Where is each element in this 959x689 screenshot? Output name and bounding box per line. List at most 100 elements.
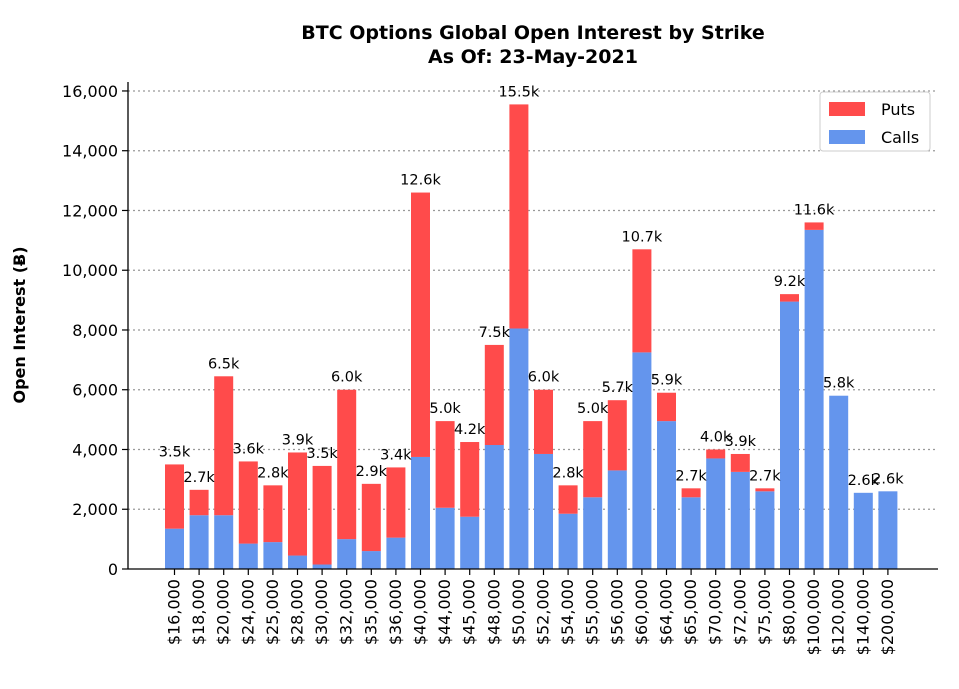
data-label-total: 3.5k bbox=[306, 446, 338, 462]
bar-puts bbox=[804, 222, 824, 230]
bar-calls bbox=[312, 564, 332, 569]
x-tick-label: $65,000 bbox=[681, 579, 700, 645]
axes-layer: 0 2,000 4,000 6,000 8,000 10,000 12,000 14,000 1… bbox=[62, 82, 938, 655]
bar-calls bbox=[361, 551, 381, 569]
bar-puts bbox=[214, 376, 234, 516]
data-label-total: 6.0k bbox=[331, 370, 363, 386]
bar-calls bbox=[484, 445, 504, 569]
y-tick-label: 6,000 bbox=[72, 381, 118, 400]
x-tick-label: $30,000 bbox=[312, 579, 331, 645]
bar-puts bbox=[484, 344, 504, 446]
bar-puts bbox=[386, 467, 406, 538]
data-label-total: 6.0k bbox=[528, 370, 560, 386]
bar-puts bbox=[189, 489, 209, 516]
bar-calls bbox=[263, 542, 283, 569]
data-label-total: 2.6k bbox=[848, 473, 880, 489]
x-tick-label: $32,000 bbox=[337, 579, 356, 645]
bar-calls bbox=[411, 456, 430, 569]
chart-subtitle: As Of: 23-May-2021 bbox=[428, 46, 638, 68]
legend-label: Calls bbox=[881, 128, 919, 147]
bar-puts bbox=[534, 389, 553, 454]
y-axis-label: Open Interest (Ƀ) bbox=[10, 246, 29, 403]
data-label-total: 3.6k bbox=[233, 441, 265, 457]
data-label-total: 5.7k bbox=[602, 380, 634, 396]
x-tick-label: $24,000 bbox=[238, 579, 257, 645]
data-labels-layer: 3.5k2.7k6.5k3.6k2.8k3.9k3.5k6.0k2.9k3.4k… bbox=[159, 84, 904, 488]
bar-puts bbox=[460, 442, 480, 517]
bars-layer bbox=[165, 104, 898, 569]
data-label-total: 3.9k bbox=[282, 432, 314, 448]
bar-puts bbox=[755, 488, 775, 492]
data-label-total: 4.0k bbox=[700, 429, 732, 445]
legend-swatch bbox=[829, 102, 865, 116]
bar-calls bbox=[238, 543, 258, 569]
bar-puts bbox=[780, 294, 799, 302]
legend-label: Puts bbox=[881, 100, 915, 119]
y-tick-label: 2,000 bbox=[72, 500, 118, 519]
bar-puts bbox=[288, 452, 307, 556]
data-label-total: 5.0k bbox=[429, 401, 461, 417]
data-label-total: 5.9k bbox=[651, 373, 683, 389]
legend: Puts Calls bbox=[819, 91, 931, 152]
bar-calls bbox=[607, 470, 627, 569]
y-tick-label: 0 bbox=[108, 560, 118, 579]
data-label-total: 2.7k bbox=[183, 470, 215, 486]
bar-puts bbox=[583, 421, 603, 498]
x-tick-label: $120,000 bbox=[829, 579, 848, 655]
bar-puts bbox=[361, 483, 381, 552]
x-tick-label: $72,000 bbox=[730, 579, 749, 645]
x-tick-label: $36,000 bbox=[386, 579, 405, 645]
x-tick-label: $60,000 bbox=[632, 579, 651, 645]
data-label-total: 2.6k bbox=[872, 471, 904, 487]
bar-calls bbox=[214, 515, 234, 569]
bar-puts bbox=[435, 421, 455, 508]
data-label-total: 15.5k bbox=[499, 84, 540, 100]
bar-puts bbox=[706, 449, 726, 459]
bar-calls bbox=[460, 516, 480, 569]
x-tick-label: $200,000 bbox=[878, 579, 897, 655]
data-label-total: 11.6k bbox=[794, 202, 835, 218]
grid-layer bbox=[128, 90, 938, 510]
data-label-total: 4.2k bbox=[454, 422, 486, 438]
bar-puts bbox=[263, 485, 283, 543]
x-tick-label: $16,000 bbox=[165, 579, 184, 645]
bar-calls bbox=[780, 301, 799, 569]
bar-puts bbox=[681, 488, 701, 498]
bar-calls bbox=[386, 537, 406, 569]
bar-puts bbox=[165, 464, 184, 529]
y-tick-label: 4,000 bbox=[72, 440, 118, 459]
bar-calls bbox=[657, 421, 676, 569]
bar-puts bbox=[411, 192, 430, 457]
data-label-total: 6.5k bbox=[208, 356, 240, 372]
bar-calls bbox=[288, 555, 307, 569]
bar-puts bbox=[337, 389, 357, 540]
x-tick-label: $52,000 bbox=[534, 579, 553, 645]
bar-puts bbox=[312, 465, 332, 565]
bar-calls bbox=[509, 328, 529, 569]
bar-calls bbox=[558, 513, 578, 569]
x-tick-label: $25,000 bbox=[263, 579, 282, 645]
data-label-total: 2.8k bbox=[257, 465, 289, 481]
data-label-total: 2.8k bbox=[552, 465, 584, 481]
data-label-total: 5.8k bbox=[823, 376, 855, 392]
x-tick-label: $54,000 bbox=[558, 579, 577, 645]
x-tick-label: $28,000 bbox=[288, 579, 307, 645]
bar-puts bbox=[657, 392, 676, 422]
x-tick-label: $45,000 bbox=[460, 579, 479, 645]
data-label-total: 5.0k bbox=[577, 401, 609, 417]
bar-puts bbox=[730, 453, 750, 472]
x-tick-label: $140,000 bbox=[853, 579, 872, 655]
x-tick-label: $55,000 bbox=[583, 579, 602, 645]
x-tick-label: $20,000 bbox=[214, 579, 233, 645]
bar-calls bbox=[583, 497, 603, 569]
data-label-total: 10.7k bbox=[622, 229, 663, 245]
x-tick-label: $75,000 bbox=[755, 579, 774, 645]
legend-swatch bbox=[829, 130, 865, 144]
data-label-total: 2.7k bbox=[675, 468, 707, 484]
y-tick-label: 16,000 bbox=[62, 82, 118, 101]
bar-calls bbox=[730, 471, 750, 569]
data-label-total: 7.5k bbox=[479, 325, 511, 341]
x-tick-label: $44,000 bbox=[435, 579, 454, 645]
